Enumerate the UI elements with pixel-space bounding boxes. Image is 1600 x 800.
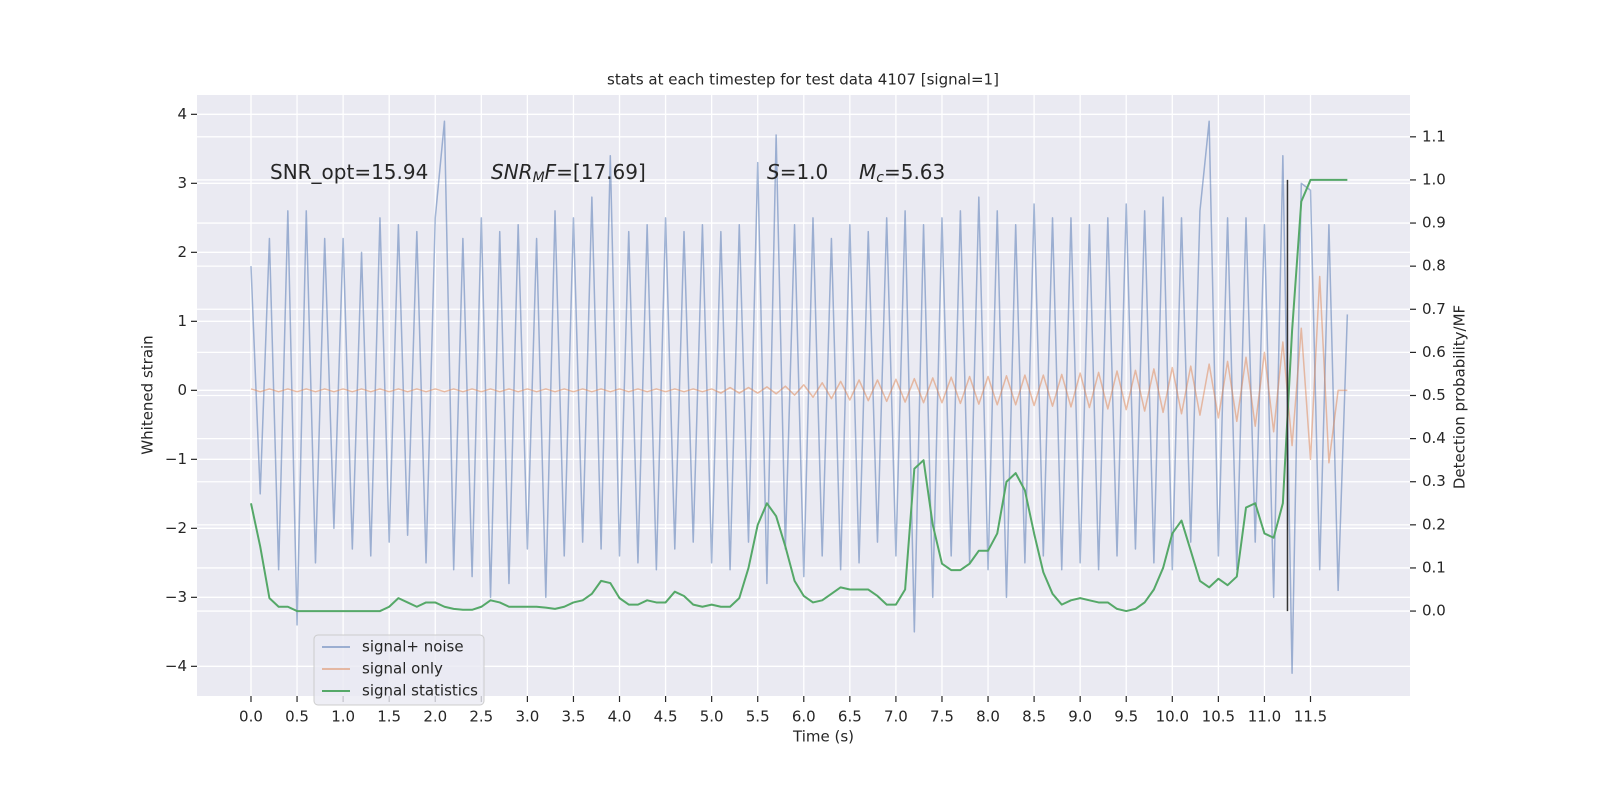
y2-axis-label: Detection probability/MF	[1451, 305, 1469, 489]
y2-tick-label: 0.4	[1422, 429, 1446, 447]
annotation: Mc=5.63	[859, 160, 945, 187]
y2-tick-label: 0.5	[1422, 386, 1446, 404]
x-tick-label: 11.5	[1294, 708, 1327, 726]
y-tick-label: −4	[165, 657, 187, 675]
x-tick-label: 11.0	[1248, 708, 1281, 726]
x-tick-label: 4.0	[608, 708, 632, 726]
series-line	[250, 120, 1349, 674]
x-tick-label: 6.5	[838, 708, 862, 726]
y2-tick-label: 0.8	[1422, 257, 1446, 275]
x-tick-label: 5.0	[700, 708, 724, 726]
annotation-part: M	[859, 160, 876, 184]
x-tick-label: 9.0	[1068, 708, 1092, 726]
legend-label: signal statistics	[362, 682, 478, 700]
annotation-part: SNR	[491, 160, 533, 184]
annotation-part: c	[876, 170, 884, 186]
x-tick-label: 10.5	[1202, 708, 1235, 726]
annotation: SNRMF=[17.69]	[491, 160, 646, 187]
x-tick-label: 10.0	[1156, 708, 1189, 726]
annotation-part: =[17.69]	[556, 160, 646, 184]
x-tick-label: 8.0	[976, 708, 1000, 726]
x-tick-label: 9.5	[1114, 708, 1138, 726]
y-tick-label: 4	[177, 105, 187, 123]
y-tick-label: −1	[165, 450, 187, 468]
x-tick-label: 3.0	[515, 708, 539, 726]
x-tick-label: 5.5	[746, 708, 770, 726]
series-line	[250, 178, 1348, 613]
y-tick-label: 0	[177, 381, 187, 399]
y-tick-label: −2	[165, 519, 187, 537]
y2-tick-label: 0.6	[1422, 343, 1446, 361]
y-tick-label: 3	[177, 174, 187, 192]
y2-tick-label: 1.0	[1422, 170, 1446, 188]
x-tick-label: 6.0	[792, 708, 816, 726]
y2-tick-label: 1.1	[1422, 127, 1446, 145]
chart-title: stats at each timestep for test data 410…	[607, 71, 999, 89]
x-tick-label: 3.5	[562, 708, 586, 726]
annotation: SNR_opt=15.94	[270, 160, 428, 184]
x-tick-label: 7.5	[930, 708, 954, 726]
y-tick-label: 1	[177, 312, 187, 330]
x-tick-label: 4.5	[654, 708, 678, 726]
x-tick-label: 0.0	[239, 708, 263, 726]
x-tick-label: 8.5	[1022, 708, 1046, 726]
y2-tick-label: 0.7	[1422, 300, 1446, 318]
y2-tick-label: 0.1	[1422, 558, 1446, 576]
annotation-part: F	[545, 160, 557, 184]
y2-tick-label: 0.0	[1422, 602, 1446, 620]
x-tick-label: 1.5	[377, 708, 401, 726]
x-tick-label: 2.5	[469, 708, 493, 726]
y2-tick-label: 0.9	[1422, 214, 1446, 232]
annotation: S=1.0	[767, 160, 828, 184]
x-tick-label: 7.0	[884, 708, 908, 726]
annotation-part: =1.0	[780, 160, 829, 184]
annotation-part: M	[533, 170, 545, 186]
annotation-part: =5.63	[884, 160, 945, 184]
legend-box	[313, 634, 485, 706]
y-tick-label: 2	[177, 243, 187, 261]
y-axis-label: Whitened strain	[139, 335, 157, 454]
x-tick-label: 2.0	[423, 708, 447, 726]
annotation-part: S	[767, 160, 780, 184]
x-tick-label: 1.0	[331, 708, 355, 726]
x-tick-label: 0.5	[285, 708, 309, 726]
legend-label: signal only	[362, 660, 443, 678]
series-line	[250, 275, 1348, 464]
y-tick-label: −3	[165, 588, 187, 606]
y2-tick-label: 0.3	[1422, 472, 1446, 490]
legend-label: signal+ noise	[362, 638, 464, 656]
annotation-part: SNR_opt=15.94	[270, 160, 428, 184]
y2-tick-label: 0.2	[1422, 515, 1446, 533]
x-axis-label: Time (s)	[792, 728, 854, 746]
